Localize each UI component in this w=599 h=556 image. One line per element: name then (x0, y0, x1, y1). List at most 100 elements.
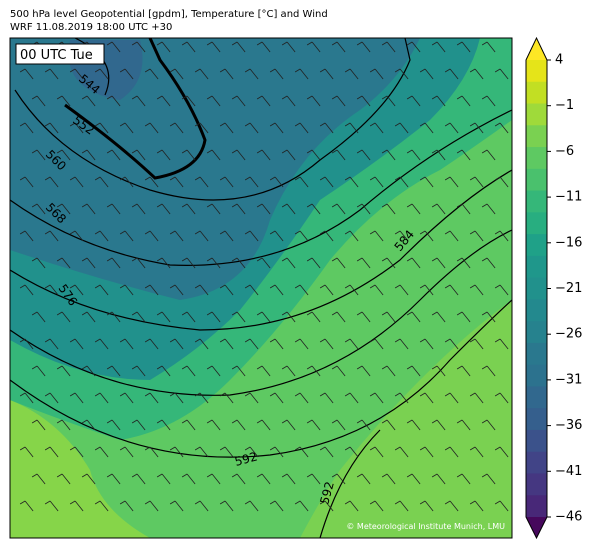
colorbar: 4 −1 −6 −11 −16 −21 −26 −31 −36 −41 −46 (525, 36, 582, 540)
wind-barb (281, 95, 296, 107)
wind-barb (119, 500, 134, 512)
wind-barb (169, 176, 184, 188)
colorbar-band (526, 60, 547, 83)
wind-barb (81, 203, 96, 215)
wind-barb (394, 446, 409, 458)
wind-barb (169, 392, 184, 404)
wind-barb (344, 230, 359, 242)
wind-barb (194, 500, 209, 512)
wind-barb (381, 41, 396, 53)
wind-barb (156, 257, 171, 269)
colorbar-tick-label: −16 (555, 235, 582, 250)
wind-barb (344, 500, 359, 512)
wind-barb (269, 68, 284, 80)
wind-barb (69, 392, 84, 404)
wind-barb (231, 149, 246, 161)
wind-barb (44, 230, 59, 242)
wind-barb (244, 68, 259, 80)
wind-barb (431, 95, 446, 107)
wind-barb (369, 284, 384, 296)
wind-barb (331, 257, 346, 269)
wind-barb (494, 68, 509, 80)
wind-barb (306, 41, 321, 53)
wind-barb (344, 446, 359, 458)
wind-barb (381, 419, 396, 431)
wind-barb (369, 122, 384, 134)
colorbar-band (526, 429, 547, 453)
colorbar-tick-label: −11 (555, 190, 582, 205)
wind-barb (394, 176, 409, 188)
wind-barb (244, 392, 259, 404)
wind-barb (481, 473, 496, 485)
wind-barb (244, 230, 259, 242)
colorbar-band (526, 451, 547, 474)
colorbar-tick-label: −46 (555, 510, 582, 525)
colorbar-band (526, 168, 547, 192)
contours (10, 38, 512, 538)
wind-barb (56, 311, 71, 323)
wind-barb (431, 419, 446, 431)
colorbar-band (526, 277, 547, 300)
wind-barb (19, 284, 34, 296)
wind-barb (481, 311, 496, 323)
colorbar-band (526, 342, 547, 366)
wind-barb (56, 365, 71, 377)
wind-barb (44, 284, 59, 296)
wind-barb (56, 257, 71, 269)
wind-barb (194, 122, 209, 134)
wind-barb (256, 473, 271, 485)
colorbar-band (526, 212, 547, 235)
wind-barb (431, 365, 446, 377)
wind-barb (494, 446, 509, 458)
colorbar-band (526, 386, 547, 409)
wind-barb (81, 473, 96, 485)
wind-barb (294, 68, 309, 80)
wind-barb (206, 203, 221, 215)
wind-barb (206, 149, 221, 161)
colorbar-tick-label: −21 (555, 281, 582, 296)
wind-barb (119, 122, 134, 134)
wind-barb (131, 203, 146, 215)
wind-barb (69, 284, 84, 296)
time-label: 00 UTC Tue (20, 48, 93, 63)
wind-barb (231, 41, 246, 53)
wind-barb (469, 68, 484, 80)
wind-barb (306, 365, 321, 377)
wind-barb (244, 122, 259, 134)
wind-barb (469, 338, 484, 350)
wind-barb (394, 284, 409, 296)
wind-barb (256, 311, 271, 323)
wind-barb (206, 257, 221, 269)
wind-barb (131, 257, 146, 269)
wind-barb (369, 338, 384, 350)
colorbar-band (526, 103, 547, 126)
wind-barb (69, 68, 84, 80)
credit: © Meteorological Institute Munich, LMU (346, 522, 505, 531)
wind-barb (256, 149, 271, 161)
wind-barb (156, 203, 171, 215)
wind-barb (319, 392, 334, 404)
wind-barb (356, 41, 371, 53)
wind-barb (156, 149, 171, 161)
wind-barb (31, 311, 46, 323)
wind-barb (131, 95, 146, 107)
wind-barb (481, 203, 496, 215)
wind-barb (456, 311, 471, 323)
wind-barb (81, 365, 96, 377)
wind-barb (319, 500, 334, 512)
wind-barb (481, 41, 496, 53)
wind-barb (19, 338, 34, 350)
wind-barb (119, 176, 134, 188)
wind-barb (69, 338, 84, 350)
wind-barb (219, 392, 234, 404)
wind-barb (44, 392, 59, 404)
wind-barb (256, 257, 271, 269)
wind-barb (419, 230, 434, 242)
wind-barb (394, 122, 409, 134)
wind-barb (431, 41, 446, 53)
wind-barb (44, 500, 59, 512)
wind-barb (56, 203, 71, 215)
wind-barb (106, 95, 121, 107)
wind-barb (344, 176, 359, 188)
wind-barb (119, 284, 134, 296)
